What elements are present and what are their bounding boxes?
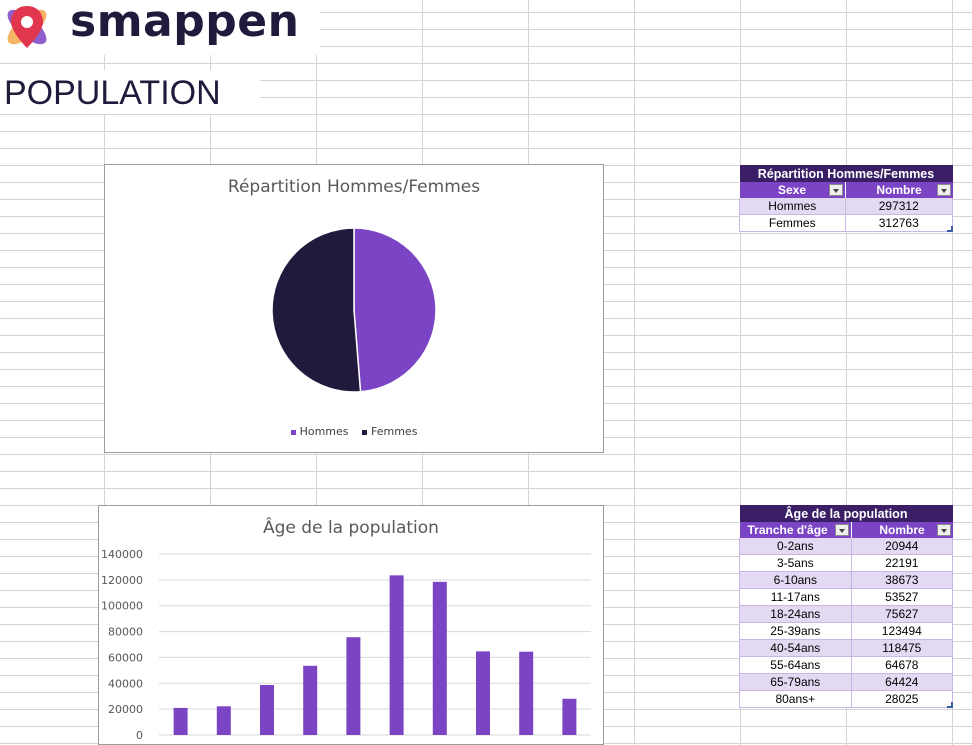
table-row: 6-10ans 38673 xyxy=(739,571,954,589)
bar-chart-title: Âge de la population xyxy=(263,518,439,538)
legend-label-hommes: Hommes xyxy=(299,425,349,438)
table-cell[interactable]: Femmes xyxy=(739,214,846,232)
table-cell[interactable]: 64678 xyxy=(851,656,954,674)
table-row: Femmes 312763 xyxy=(739,214,954,232)
header-label: Nombre xyxy=(876,183,922,197)
table-cell[interactable]: 22191 xyxy=(851,554,954,572)
table-cell[interactable]: 25-39ans xyxy=(739,622,852,640)
bar-6-10ans xyxy=(260,685,274,735)
pie-slice-femmes xyxy=(271,227,362,393)
table-cell[interactable]: 11-17ans xyxy=(739,588,852,606)
table-resize-handle[interactable] xyxy=(947,226,953,232)
table-row: Hommes 297312 xyxy=(739,198,954,215)
table-sexe-header-sexe: Sexe xyxy=(739,182,846,198)
table-cell[interactable]: 75627 xyxy=(851,605,954,623)
page-title: POPULATION xyxy=(4,74,221,112)
y-tick-label: 60000 xyxy=(108,651,143,664)
filter-dropdown-icon[interactable] xyxy=(828,184,843,196)
pie-slice-hommes xyxy=(353,227,437,393)
table-age[interactable]: Âge de la population Tranche d'âge Nombr… xyxy=(739,505,954,708)
legend-swatch-hommes xyxy=(290,429,296,435)
table-cell[interactable]: 65-79ans xyxy=(739,673,852,691)
table-row: 18-24ans 75627 xyxy=(739,605,954,623)
bar-3-5ans xyxy=(216,706,231,735)
bar-chart-container[interactable]: Âge de la population 140000 120000 100000 8… xyxy=(98,505,604,745)
header-label: Nombre xyxy=(879,523,925,537)
header-label: Tranche d'âge xyxy=(747,523,828,537)
y-tick-label: 40000 xyxy=(108,677,143,690)
table-cell[interactable]: 28025 xyxy=(851,690,954,708)
pie-chart-title: Répartition Hommes/Femmes xyxy=(227,177,481,197)
table-age-caption: Âge de la population xyxy=(739,505,953,522)
y-tick-label: 120000 xyxy=(101,574,143,587)
table-resize-handle[interactable] xyxy=(947,702,953,708)
table-cell[interactable]: 55-64ans xyxy=(739,656,852,674)
bar-18-24ans xyxy=(346,637,361,735)
table-cell[interactable]: 38673 xyxy=(851,571,954,589)
table-cell[interactable]: 118475 xyxy=(851,639,954,657)
table-sexe-header-nombre: Nombre xyxy=(845,182,953,198)
table-cell[interactable]: 64424 xyxy=(851,673,954,691)
filter-dropdown-icon[interactable] xyxy=(936,524,951,536)
title-band xyxy=(0,70,260,114)
bar-11-17ans xyxy=(303,665,318,735)
header-band: smappen xyxy=(0,0,320,55)
table-cell[interactable]: 40-54ans xyxy=(739,639,852,657)
table-cell[interactable]: 53527 xyxy=(851,588,954,606)
bar-80ans+ xyxy=(562,698,577,735)
pie-chart xyxy=(271,227,437,393)
table-sexe[interactable]: Répartition Hommes/Femmes Sexe Nombre Ho… xyxy=(739,165,954,232)
pie-chart-container[interactable]: Répartition Hommes/Femmes Hommes Femmes xyxy=(104,164,604,453)
filter-dropdown-icon[interactable] xyxy=(834,524,849,536)
table-cell[interactable]: 3-5ans xyxy=(739,554,852,572)
legend-item-hommes: Hommes xyxy=(290,425,349,438)
bar-55-64ans xyxy=(476,651,490,735)
smappen-logo-icon xyxy=(7,6,47,48)
table-cell[interactable]: 0-2ans xyxy=(739,538,852,555)
header-label: Sexe xyxy=(778,183,807,197)
table-row: 55-64ans 64678 xyxy=(739,656,954,674)
table-cell[interactable]: 297312 xyxy=(845,198,954,215)
table-cell[interactable]: 18-24ans xyxy=(739,605,852,623)
brand-name: smappen xyxy=(70,0,300,47)
table-cell[interactable]: 312763 xyxy=(845,214,954,232)
table-cell[interactable]: 123494 xyxy=(851,622,954,640)
y-tick-label: 20000 xyxy=(108,703,143,716)
table-cell[interactable]: 80ans+ xyxy=(739,690,852,708)
bar-40-54ans xyxy=(432,581,447,735)
table-age-header-tranche: Tranche d'âge xyxy=(739,522,852,538)
pie-legend: Hommes Femmes xyxy=(105,425,603,438)
table-row: 11-17ans 53527 xyxy=(739,588,954,606)
bar-65-79ans xyxy=(519,651,534,735)
filter-dropdown-icon[interactable] xyxy=(936,184,951,196)
table-sexe-caption: Répartition Hommes/Femmes xyxy=(739,165,953,182)
y-tick-label: 80000 xyxy=(108,626,143,639)
bar-25-39ans xyxy=(389,575,404,735)
table-row: 3-5ans 22191 xyxy=(739,554,954,572)
table-row: 40-54ans 118475 xyxy=(739,639,954,657)
table-cell[interactable]: Hommes xyxy=(739,198,846,215)
table-row: 25-39ans 123494 xyxy=(739,622,954,640)
legend-item-femmes: Femmes xyxy=(362,425,417,438)
y-tick-label: 100000 xyxy=(101,600,143,613)
table-row: 65-79ans 64424 xyxy=(739,673,954,691)
y-tick-label: 140000 xyxy=(101,548,143,561)
table-cell[interactable]: 6-10ans xyxy=(739,571,852,589)
legend-label-femmes: Femmes xyxy=(371,425,418,438)
table-row: 0-2ans 20944 xyxy=(739,538,954,555)
bar-0-2ans xyxy=(173,707,188,735)
legend-swatch-femmes xyxy=(362,429,367,435)
table-age-header-nombre: Nombre xyxy=(851,522,953,538)
table-row: 80ans+ 28025 xyxy=(739,690,954,708)
table-cell[interactable]: 20944 xyxy=(851,538,954,555)
